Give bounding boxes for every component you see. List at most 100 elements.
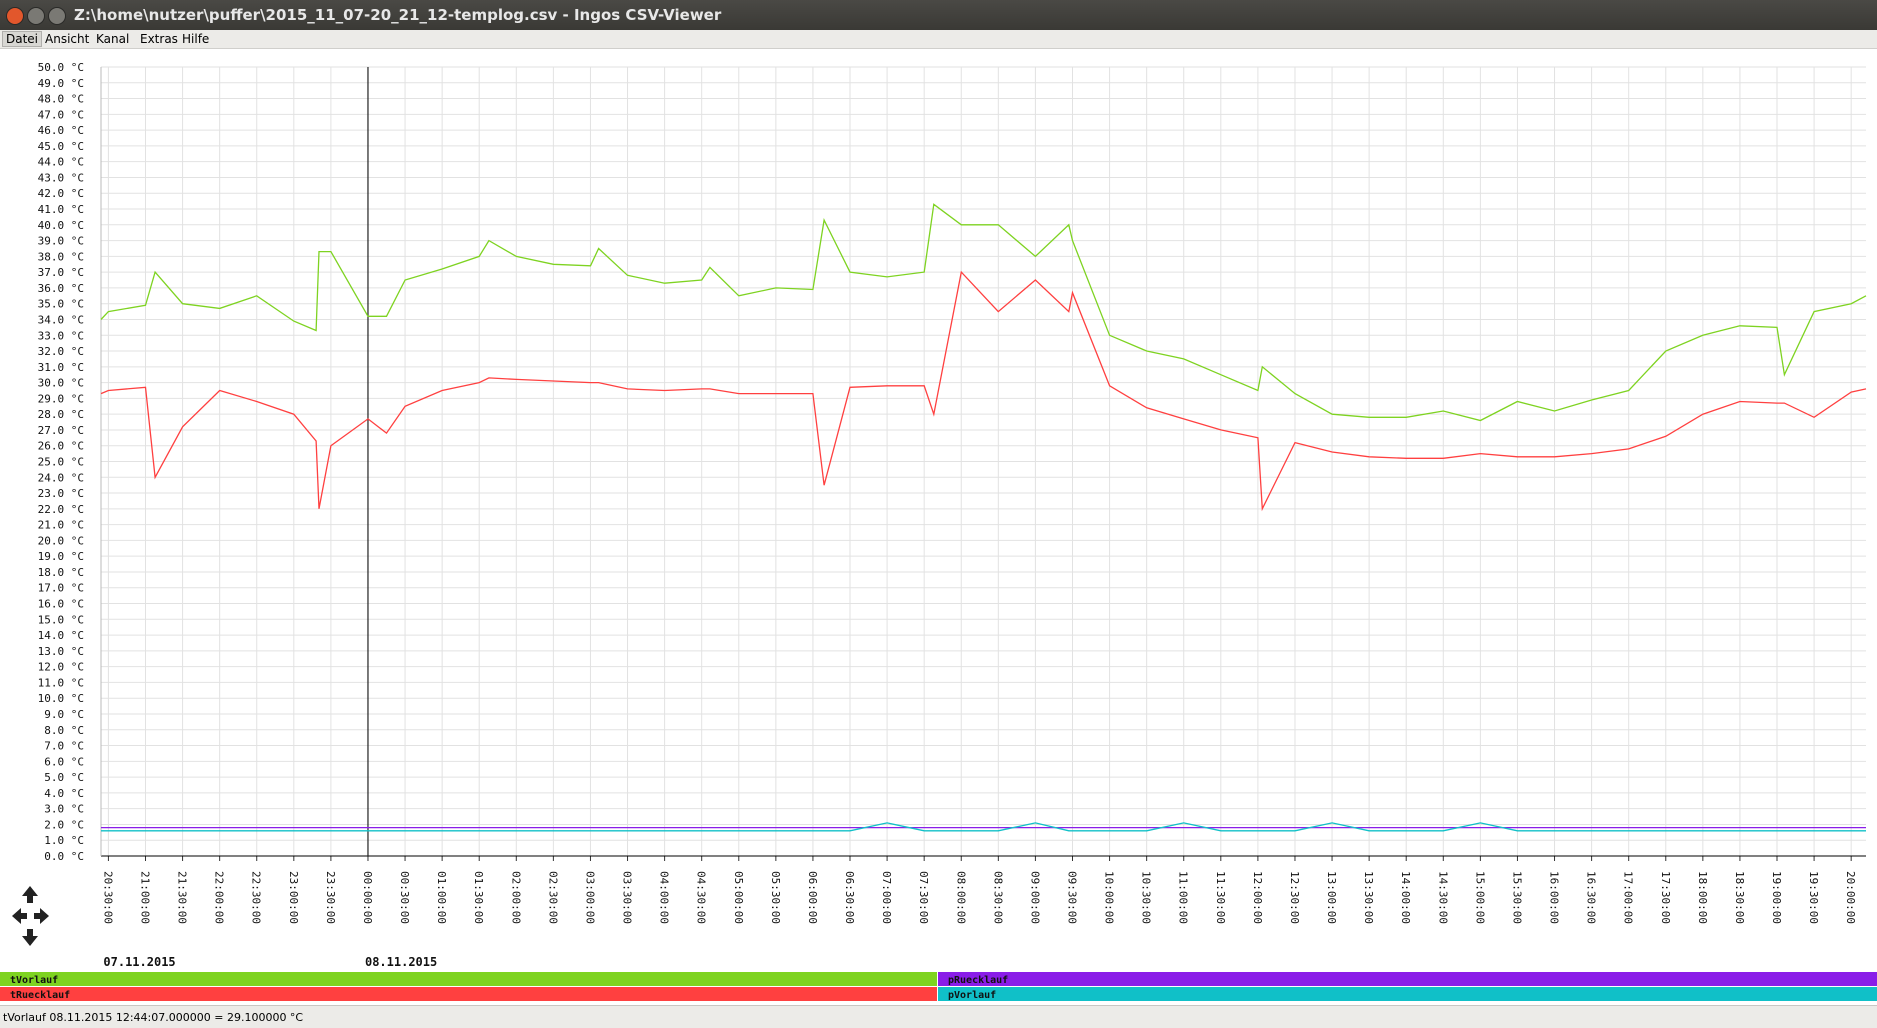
x-tick-label: 15:00:00 bbox=[1473, 871, 1486, 924]
series-line bbox=[100, 270, 1867, 512]
x-tick-label: 17:30:00 bbox=[1659, 871, 1672, 924]
x-tick-label: 14:30:00 bbox=[1436, 871, 1449, 924]
x-tick-label: 11:30:00 bbox=[1214, 871, 1227, 924]
x-tick-label: 06:30:00 bbox=[843, 871, 856, 924]
x-tick-label: 10:00:00 bbox=[1103, 871, 1116, 924]
x-tick-label: 16:30:00 bbox=[1585, 871, 1598, 924]
x-tick-label: 23:30:00 bbox=[324, 871, 337, 924]
x-tick-label: 04:00:00 bbox=[658, 871, 671, 924]
x-tick-label: 05:00:00 bbox=[732, 871, 745, 924]
x-tick-label: 08:00:00 bbox=[954, 871, 967, 924]
x-tick-label: 11:00:00 bbox=[1177, 871, 1190, 924]
y-tick-label: 33.0 °C bbox=[38, 329, 84, 342]
legend-swatch[interactable] bbox=[0, 987, 937, 1001]
y-tick-label: 45.0 °C bbox=[38, 140, 84, 153]
menu-bar: Datei Ansicht Kanal Extras Hilfe bbox=[0, 30, 1877, 49]
y-tick-label: 9.0 °C bbox=[44, 708, 84, 721]
y-tick-label: 29.0 °C bbox=[38, 392, 84, 405]
x-tick-label: 00:30:00 bbox=[398, 871, 411, 924]
menu-item[interactable]: Datei bbox=[2, 31, 43, 47]
y-tick-label: 5.0 °C bbox=[44, 771, 84, 784]
legend-swatch[interactable] bbox=[938, 972, 1877, 986]
x-tick-label: 22:00:00 bbox=[213, 871, 226, 924]
y-tick-label: 50.0 °C bbox=[38, 61, 84, 74]
x-tick-label: 03:30:00 bbox=[621, 871, 634, 924]
x-tick-label: 21:30:00 bbox=[176, 871, 189, 924]
y-tick-label: 7.0 °C bbox=[44, 740, 84, 753]
x-tick-label: 18:30:00 bbox=[1733, 871, 1746, 924]
legend-label: pVorlauf bbox=[948, 990, 996, 1001]
y-tick-label: 48.0 °C bbox=[38, 93, 84, 106]
x-tick-label: 09:30:00 bbox=[1065, 871, 1078, 924]
y-tick-label: 49.0 °C bbox=[38, 77, 84, 90]
x-tick-label: 13:00:00 bbox=[1325, 871, 1338, 924]
y-tick-label: 39.0 °C bbox=[38, 235, 84, 248]
x-tick-label: 01:00:00 bbox=[435, 871, 448, 924]
x-tick-label: 08:30:00 bbox=[991, 871, 1004, 924]
x-tick-label: 05:30:00 bbox=[769, 871, 782, 924]
x-tick-label: 12:00:00 bbox=[1251, 871, 1264, 924]
menu-item[interactable]: Kanal bbox=[96, 32, 130, 46]
menu-item[interactable]: Ansicht bbox=[45, 32, 90, 46]
legend-label: tVorlauf bbox=[10, 975, 58, 986]
y-tick-label: 3.0 °C bbox=[44, 803, 84, 816]
close-button[interactable] bbox=[6, 7, 24, 25]
window-title: Z:\home\nutzer\puffer\2015_11_07-20_21_1… bbox=[74, 6, 722, 24]
y-tick-label: 20.0 °C bbox=[38, 534, 84, 547]
x-tick-label: 04:30:00 bbox=[695, 871, 708, 924]
y-tick-label: 12.0 °C bbox=[38, 661, 84, 674]
y-tick-label: 10.0 °C bbox=[38, 692, 84, 705]
chart: 0.0 °C 1.0 °C 2.0 °C 3.0 °C 4.0 °C 5.0 °C 6.0 … bbox=[0, 61, 1877, 1001]
x-tick-label: 21:00:00 bbox=[138, 871, 151, 924]
y-tick-label: 30.0 °C bbox=[38, 377, 84, 390]
y-tick-label: 47.0 °C bbox=[38, 108, 84, 121]
y-tick-label: 2.0 °C bbox=[44, 818, 84, 831]
y-tick-label: 18.0 °C bbox=[38, 566, 84, 579]
y-tick-label: 21.0 °C bbox=[38, 519, 84, 532]
y-tick-label: 27.0 °C bbox=[38, 424, 84, 437]
y-tick-label: 13.0 °C bbox=[38, 645, 84, 658]
y-tick-label: 41.0 °C bbox=[38, 203, 84, 216]
date-label: 08.11.2015 bbox=[365, 955, 437, 969]
minimize-button[interactable] bbox=[27, 7, 45, 25]
x-tick-label: 18:00:00 bbox=[1696, 871, 1709, 924]
x-tick-label: 19:00:00 bbox=[1770, 871, 1783, 924]
y-tick-label: 23.0 °C bbox=[38, 487, 84, 500]
y-tick-label: 38.0 °C bbox=[38, 250, 84, 263]
x-tick-label: 03:00:00 bbox=[583, 871, 596, 924]
y-tick-label: 11.0 °C bbox=[38, 676, 84, 689]
x-tick-label: 16:00:00 bbox=[1548, 871, 1561, 924]
y-tick-label: 26.0 °C bbox=[38, 440, 84, 453]
y-tick-label: 40.0 °C bbox=[38, 219, 84, 232]
y-tick-label: 17.0 °C bbox=[38, 582, 84, 595]
y-tick-label: 19.0 °C bbox=[38, 550, 84, 563]
pan-arrows[interactable] bbox=[12, 886, 49, 946]
y-tick-label: 32.0 °C bbox=[38, 345, 84, 358]
legend-swatch[interactable] bbox=[0, 972, 937, 986]
menu-item[interactable]: Extras bbox=[140, 32, 178, 46]
series-line bbox=[100, 203, 1867, 422]
menu-item[interactable]: Hilfe bbox=[182, 32, 210, 46]
legend-swatch[interactable] bbox=[938, 987, 1877, 1001]
maximize-button[interactable] bbox=[48, 7, 66, 25]
x-tick-label: 01:30:00 bbox=[472, 871, 485, 924]
legend-label: tRuecklauf bbox=[10, 990, 70, 1001]
date-label: 07.11.2015 bbox=[103, 955, 175, 969]
x-tick-label: 09:00:00 bbox=[1028, 871, 1041, 924]
y-tick-label: 22.0 °C bbox=[38, 503, 84, 516]
y-tick-label: 24.0 °C bbox=[38, 471, 84, 484]
legend-label: pRuecklauf bbox=[948, 975, 1008, 986]
y-tick-label: 16.0 °C bbox=[38, 598, 84, 611]
y-tick-label: 36.0 °C bbox=[38, 282, 84, 295]
y-tick-label: 43.0 °C bbox=[38, 171, 84, 184]
series-line bbox=[101, 822, 1866, 832]
x-tick-label: 00:00:00 bbox=[361, 871, 374, 924]
x-tick-label: 10:30:00 bbox=[1140, 871, 1153, 924]
y-tick-label: 25.0 °C bbox=[38, 456, 84, 469]
y-tick-label: 37.0 °C bbox=[38, 266, 84, 279]
y-tick-label: 15.0 °C bbox=[38, 613, 84, 626]
x-tick-label: 20:00:00 bbox=[1844, 871, 1857, 924]
y-tick-label: 6.0 °C bbox=[44, 755, 84, 768]
y-tick-label: 28.0 °C bbox=[38, 408, 84, 421]
y-tick-label: 0.0 °C bbox=[44, 850, 84, 863]
